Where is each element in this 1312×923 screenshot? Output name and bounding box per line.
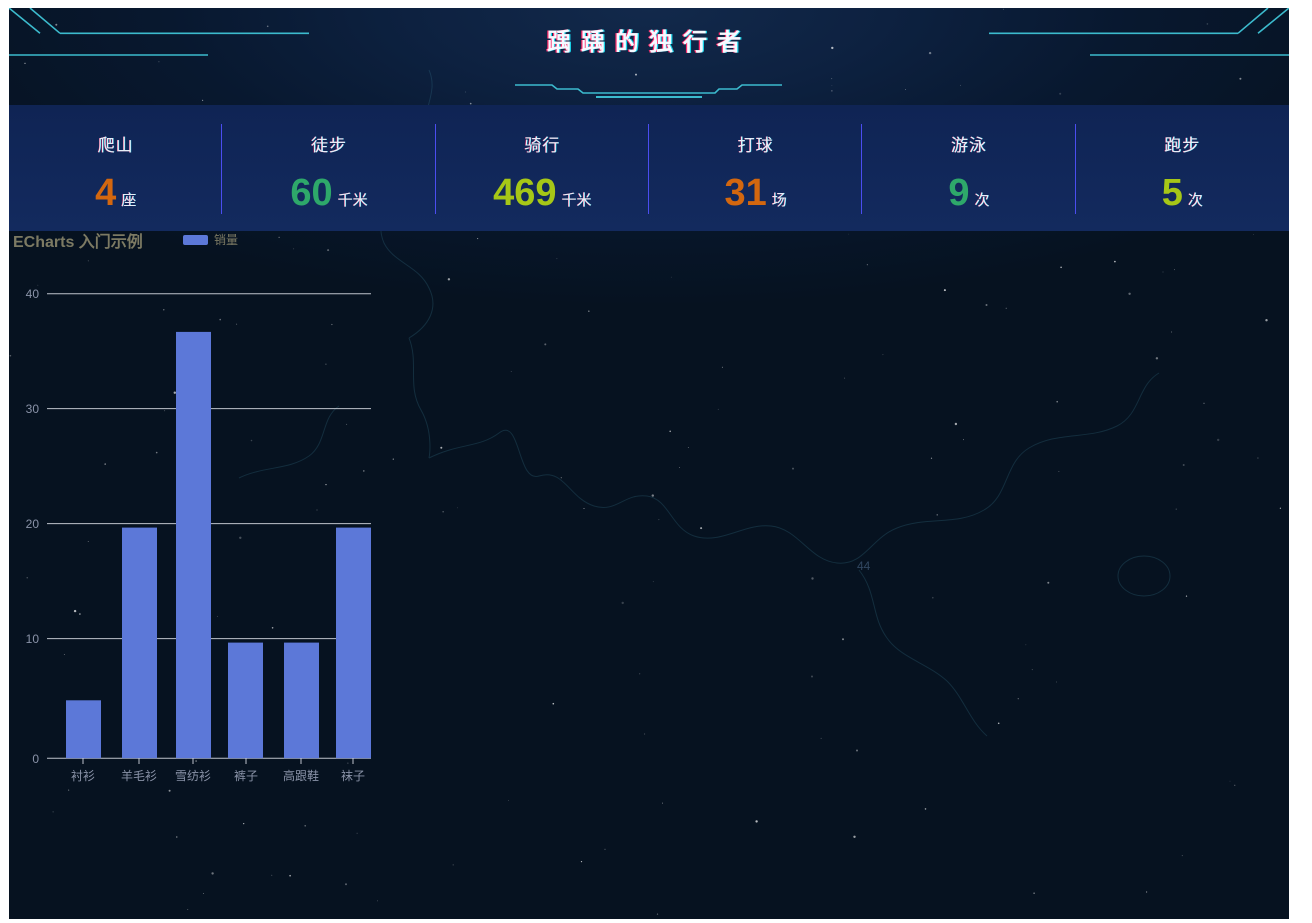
- svg-text:高跟鞋: 高跟鞋: [283, 768, 319, 783]
- svg-text:羊毛衫: 羊毛衫: [121, 768, 157, 783]
- svg-text:10: 10: [26, 632, 40, 646]
- svg-text:40: 40: [26, 287, 40, 301]
- svg-text:袜子: 袜子: [341, 769, 365, 783]
- svg-text:0: 0: [32, 752, 39, 766]
- svg-text:20: 20: [26, 517, 40, 531]
- svg-text:裤子: 裤子: [234, 769, 258, 783]
- svg-text:30: 30: [26, 402, 40, 416]
- svg-text:衬衫: 衬衫: [71, 769, 95, 783]
- svg-text:雪纺衫: 雪纺衫: [175, 769, 211, 783]
